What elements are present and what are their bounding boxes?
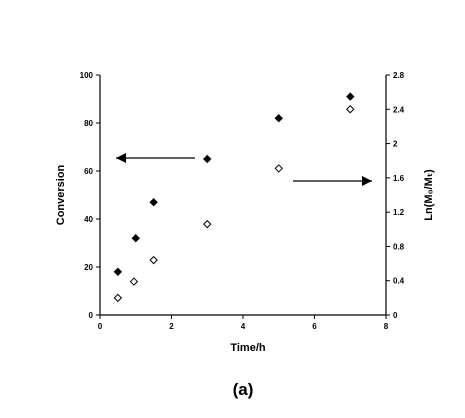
y-left-axis-title: Conversion [55, 164, 67, 225]
arrow-right-annotation [293, 176, 372, 186]
y-right-tick-label: 2 [393, 140, 398, 149]
ln-ratio-point [149, 255, 158, 265]
x-tick-label: 2 [169, 322, 174, 331]
x-tick-label: 8 [384, 322, 389, 331]
ln-ratio-point [113, 293, 123, 303]
y-right-tick-label: 0.4 [393, 277, 405, 286]
y-right-tick-label: 0.8 [393, 242, 405, 251]
y-left-tick-label: 0 [89, 311, 94, 320]
x-axis-title: Time/h [230, 342, 266, 354]
ln-ratio-point [346, 105, 355, 114]
y-right-tick-label: 1.2 [393, 208, 405, 217]
x-tick-label: 0 [98, 322, 103, 331]
y-right-tick-label: 1.6 [393, 174, 405, 183]
conversion-point [203, 154, 212, 164]
conversion-point [274, 113, 283, 123]
conversion-point [346, 92, 355, 101]
arrow-left-annotation [116, 153, 195, 163]
conversion-point [113, 267, 123, 277]
y-left-tick-label: 40 [84, 215, 93, 224]
conversion-point [149, 197, 158, 207]
axes [99, 75, 387, 316]
x-tick-label: 4 [241, 322, 246, 331]
figure-caption: (a) [233, 380, 254, 399]
y-right-tick-label: 2.4 [393, 105, 405, 114]
y-left-tick-label: 80 [84, 119, 93, 128]
y-right-tick-label: 2.8 [393, 71, 405, 80]
y-left-tick-label: 20 [84, 263, 93, 272]
arrow-annotations [116, 153, 372, 186]
y-right-axis-title: Ln(M₀/Mₜ) [423, 169, 435, 221]
y-left-tick-label: 100 [80, 71, 94, 80]
x-tick-label: 6 [312, 322, 317, 331]
conversion-point [131, 233, 140, 243]
ln-ratio-point [129, 277, 139, 286]
y-left-tick-label: 60 [84, 167, 93, 176]
y-right-tick-label: 0 [393, 311, 398, 320]
data-points [113, 92, 355, 303]
ln-ratio-point [203, 219, 212, 229]
ln-ratio-point [274, 164, 283, 173]
